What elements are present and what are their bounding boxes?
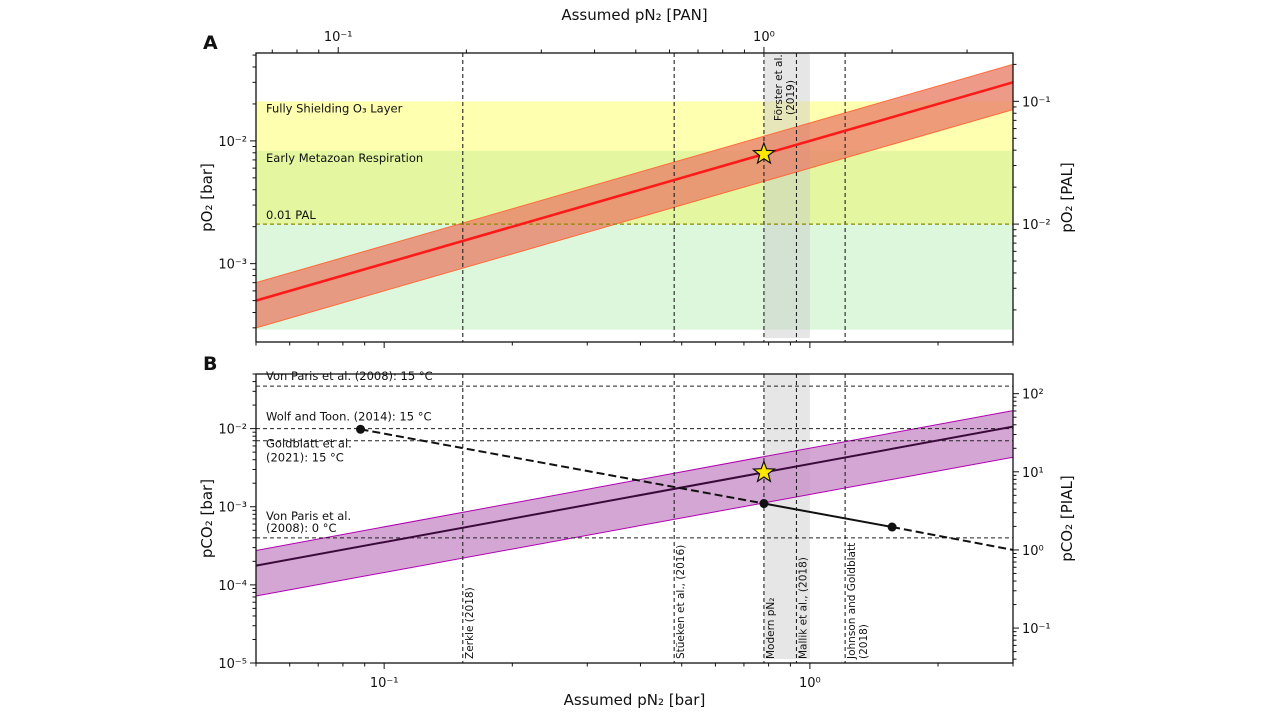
y-right-axis-label: pCO₂ [PIAL]	[1058, 475, 1076, 561]
threshold-label: 0.01 PAL	[266, 208, 316, 222]
vertical-line-label: Johnson and Goldblatt	[846, 543, 858, 660]
x-top-tick-label: 10⁰	[753, 30, 775, 45]
plot-area: Zerkle (2018) Stüeken et al., (2016) Moder…	[256, 374, 1013, 663]
uncertainty-band	[256, 410, 1013, 597]
panel-b: Zerkle (2018) Stüeken et al., (2016) Moder…	[198, 353, 1076, 709]
extrapolated-curve-segment	[360, 428, 765, 505]
gray-span	[763, 53, 810, 338]
y-right-tick-label: 10⁻¹	[1022, 622, 1051, 637]
y-tick-label: 10⁻²	[218, 423, 247, 438]
x-tick-label: 10⁻¹	[370, 676, 399, 691]
y-tick-label: 10⁻²	[218, 135, 247, 150]
vertical-line-label: (2018)	[858, 624, 870, 659]
y-axis-label: pCO₂ [bar]	[198, 479, 216, 558]
x-axis-label: Assumed pN₂ [bar]	[564, 691, 706, 709]
y-right-axis-label: pO₂ [PAL]	[1058, 162, 1076, 233]
plot-area	[256, 53, 1013, 342]
central-trend-line	[256, 81, 1013, 302]
curve-segment	[763, 502, 893, 529]
band-edge-lower	[256, 456, 1013, 597]
uncertainty-band	[256, 64, 1013, 328]
vertical-line-label: Stüeken et al., (2016)	[675, 545, 687, 659]
central-trend-line	[256, 425, 1013, 567]
y-tick-label: 10⁻⁵	[218, 657, 247, 672]
band-label: Early Metazoan Respiration	[266, 151, 423, 165]
x-tick-label: 10⁰	[799, 676, 821, 691]
panel-label: B	[203, 353, 217, 375]
gray-span-label: (2019)	[785, 80, 797, 115]
vertical-line-label: Zerkle (2018)	[464, 587, 476, 659]
curve-data-point	[356, 424, 366, 434]
band-edge-lower	[256, 109, 1013, 329]
y-axis-label: pO₂ [bar]	[198, 163, 216, 232]
modern-earth-star-marker	[751, 459, 777, 483]
y-tick-label: 10⁻³	[218, 501, 247, 516]
reference-line-label: Von Paris et al. (2008): 15 °C	[266, 369, 433, 383]
extrapolated-curve-segment	[891, 526, 1013, 551]
curve-data-point	[759, 499, 769, 509]
panel-label: A	[203, 32, 218, 54]
modern-earth-star-marker	[751, 141, 777, 165]
vertical-line-label: Modern pN₂	[765, 598, 777, 659]
panel-a: 10⁻² 10⁻³ 10⁻¹ 10⁻² 10⁻¹ 10⁰ pO₂ [bar] pO₂ [PAL…	[198, 6, 1076, 348]
reference-line-label: (2021): 15 °C	[266, 451, 344, 465]
reference-line-label: Wolf and Toon. (2014): 15 °C	[266, 410, 432, 424]
y-right-tick-label: 10⁻¹	[1022, 95, 1051, 110]
axes-frame	[255, 52, 1014, 343]
y-right-tick-label: 10¹	[1022, 466, 1044, 481]
band-edge-upper	[256, 63, 1013, 284]
reference-line-label: (2008): 0 °C	[266, 521, 337, 535]
reference-line-label: Von Paris et al.	[266, 509, 351, 523]
gray-span	[763, 374, 810, 659]
reference-line-label: Goldblatt et al.	[266, 437, 352, 451]
x-top-tick-label: 10⁻¹	[324, 30, 353, 45]
gray-span-label: Förster et al.	[773, 54, 785, 121]
y-tick-label: 10⁻³	[218, 258, 247, 273]
y-right-tick-label: 10⁻²	[1022, 218, 1051, 233]
y-right-tick-label: 10⁰	[1022, 544, 1044, 559]
curve-data-point	[887, 522, 897, 532]
y-tick-label: 10⁻⁴	[218, 579, 247, 594]
vertical-line-label: Mallik et al., (2018)	[797, 557, 809, 659]
band-label: Fully Shielding O₃ Layer	[266, 101, 403, 115]
x-top-axis-label: Assumed pN₂ [PAN]	[561, 6, 707, 24]
y-right-tick-label: 10²	[1022, 388, 1044, 403]
